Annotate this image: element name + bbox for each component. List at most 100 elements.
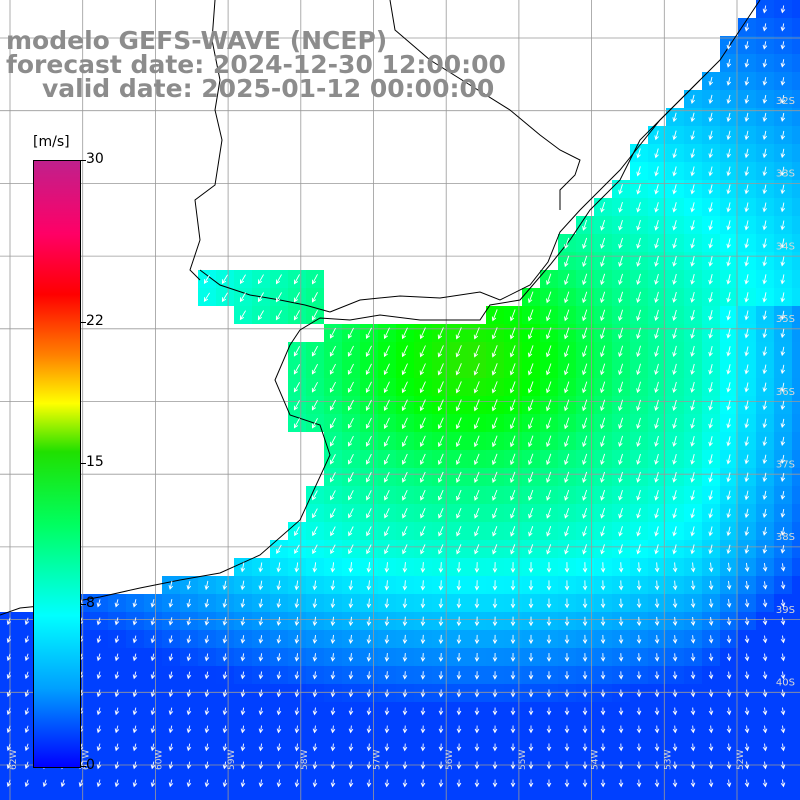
wind-arrow	[780, 689, 786, 698]
wind-arrow	[186, 743, 192, 752]
wind-arrow	[582, 544, 587, 555]
wind-arrow	[654, 471, 659, 483]
wind-arrow	[240, 761, 246, 770]
wind-arrow	[618, 417, 624, 430]
wind-arrow	[618, 184, 623, 195]
wind-arrow	[600, 453, 606, 465]
wind-arrow	[24, 743, 30, 752]
wind-arrow	[509, 435, 516, 448]
wind-arrow	[294, 274, 300, 285]
wind-arrow	[132, 779, 138, 788]
wind-arrow	[96, 617, 102, 626]
wind-arrow	[672, 761, 678, 770]
wind-arrow	[438, 489, 444, 501]
wind-arrow	[564, 471, 570, 483]
wind-arrow	[455, 381, 462, 394]
wind-arrow	[690, 435, 695, 447]
wind-arrow	[744, 310, 749, 321]
wind-arrow	[726, 743, 732, 752]
wind-arrow	[222, 598, 228, 608]
wind-arrow	[690, 381, 695, 393]
wind-arrow	[636, 291, 641, 304]
wind-arrow	[221, 292, 228, 303]
wind-arrow	[312, 508, 318, 519]
wind-arrow	[636, 273, 641, 285]
wind-arrow	[582, 725, 588, 734]
wind-arrow	[240, 707, 246, 716]
wind-arrow	[672, 598, 678, 609]
wind-arrow	[780, 400, 786, 411]
wind-arrow	[311, 381, 318, 393]
wind-arrow	[455, 453, 462, 466]
wind-arrow	[780, 5, 786, 14]
wind-arrow	[654, 309, 659, 322]
wind-speed-cell	[792, 414, 800, 432]
wind-arrow	[618, 707, 624, 716]
wind-arrow	[636, 237, 641, 249]
wind-speed-cell	[792, 252, 800, 270]
colorbar-tick	[80, 463, 86, 464]
wind-arrow	[636, 309, 641, 322]
wind-arrow	[618, 471, 623, 483]
wind-speed-cell	[792, 720, 800, 738]
wind-arrow	[654, 417, 659, 429]
wind-arrow	[510, 507, 516, 519]
wind-arrow	[762, 256, 767, 267]
wind-arrow	[420, 580, 426, 591]
wind-speed-cell	[792, 162, 800, 180]
wind-speed-cell	[792, 180, 800, 198]
wind-arrow	[474, 544, 480, 555]
wind-arrow	[438, 743, 444, 752]
wind-arrow	[527, 417, 534, 430]
wind-arrow	[330, 580, 336, 591]
wind-arrow	[330, 526, 336, 537]
wind-arrow	[744, 184, 749, 195]
wind-arrow	[168, 707, 174, 716]
wind-arrow	[24, 761, 30, 770]
wind-arrow	[293, 310, 300, 321]
wind-arrow	[204, 635, 210, 644]
wind-arrow	[582, 653, 588, 662]
wind-arrow	[311, 345, 318, 357]
wind-arrow	[366, 490, 372, 501]
wind-arrow	[672, 202, 677, 213]
wind-arrow	[384, 580, 390, 591]
wind-arrow	[726, 761, 732, 770]
wind-arrow	[294, 580, 300, 591]
wind-arrow	[330, 707, 336, 716]
wind-arrow	[239, 274, 246, 285]
wind-arrow	[600, 219, 606, 231]
wind-arrow	[437, 471, 444, 483]
wind-speed-cell	[162, 792, 180, 800]
wind-arrow	[330, 743, 336, 752]
wind-arrow	[564, 562, 570, 573]
wind-arrow	[600, 327, 606, 340]
wind-arrow	[636, 779, 642, 788]
wind-arrow	[420, 616, 426, 627]
wind-arrow	[708, 490, 713, 501]
title-valid-date: valid date: 2025-01-12 00:00:00	[42, 74, 495, 103]
wind-arrow	[654, 184, 659, 195]
wind-speed-cell	[792, 522, 800, 540]
wind-arrow	[384, 598, 390, 609]
wind-arrow	[744, 617, 750, 626]
wind-arrow	[311, 309, 318, 321]
wind-arrow	[312, 634, 318, 644]
wind-arrow	[132, 725, 138, 734]
wind-arrow	[654, 671, 660, 680]
wind-arrow	[293, 418, 300, 429]
wind-speed-cell	[252, 792, 270, 800]
wind-arrow	[618, 381, 624, 394]
wind-arrow	[366, 508, 372, 519]
wind-arrow	[708, 779, 714, 788]
wind-arrow	[275, 292, 282, 303]
wind-arrow	[618, 562, 624, 573]
wind-arrow	[636, 255, 641, 267]
wind-arrow	[618, 761, 624, 770]
wind-arrow	[654, 653, 660, 662]
wind-arrow	[708, 328, 713, 339]
wind-speed-cell	[792, 90, 800, 108]
wind-arrow	[762, 472, 768, 483]
wind-arrow	[780, 220, 786, 231]
wind-arrow	[240, 598, 246, 609]
